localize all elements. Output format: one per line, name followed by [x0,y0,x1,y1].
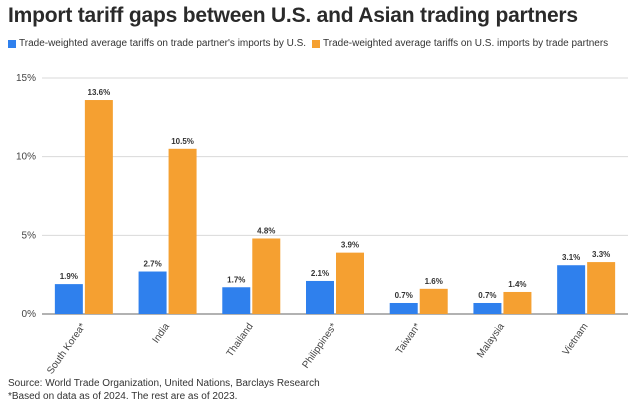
bar-partner-tariff [252,238,281,314]
data-label: 1.6% [425,277,443,286]
data-label: 2.1% [311,269,329,278]
y-tick-label: 10% [16,152,36,163]
bar-chart: 0% 5% 10% 15% 1.9% 13.6% South Korea* 2.7% 10.5%… [16,73,628,375]
legend-label-us-tariffs: Trade-weighted average tariffs on trade … [19,38,307,49]
x-tick-label: Thailand [225,321,256,359]
bar-us-tariff [389,302,418,314]
bar-partner-tariff [587,262,616,314]
bar-us-tariff [54,284,83,314]
x-tick-label: South Korea* [45,321,88,375]
bar-us-tariff [473,302,502,314]
bar-partner-tariff [336,252,364,314]
bar-us-tariff [306,280,334,314]
y-tick-label: 15% [16,73,36,84]
y-tick-label: 5% [22,230,37,241]
x-tick-label: Taiwan* [394,321,423,356]
bar-partner-tariff [84,100,113,314]
data-label: 0.7% [478,291,496,300]
data-label: 3.1% [562,253,580,262]
legend-label-partner-tariffs: Trade-weighted average tariffs on U.S. i… [323,38,609,49]
data-label: 1.7% [227,275,245,284]
chart-title: Import tariff gaps between U.S. and Asia… [8,4,578,27]
bar-us-tariff [557,265,586,314]
data-label: 1.4% [508,280,526,289]
data-footnote: *Based on data as of 2024. The rest are … [8,391,238,402]
data-label: 1.9% [60,272,78,281]
legend-item-partner-tariffs: Trade-weighted average tariffs on U.S. i… [312,38,608,49]
bar-partner-tariff [503,291,532,314]
data-label: 0.7% [395,291,413,300]
data-label: 3.9% [341,241,359,250]
data-label: 3.3% [592,250,610,259]
x-tick-label: Vietnam [561,321,591,357]
data-label: 10.5% [171,137,194,146]
legend-swatch-blue [8,39,16,48]
data-label: 4.8% [257,226,275,235]
x-tick-label: Philippines* [300,321,339,370]
x-tick-label: Malaysia [475,321,507,360]
bar-partner-tariff [419,288,448,314]
legend-item-us-tariffs: Trade-weighted average tariffs on trade … [8,38,306,49]
x-tick-label: India [151,321,173,345]
source-note: Source: World Trade Organization, United… [8,378,320,389]
bar-partner-tariff [168,148,197,314]
data-label: 2.7% [143,260,161,269]
bar-us-tariff [222,287,251,314]
data-label: 13.6% [88,88,111,97]
bar-us-tariff [138,271,167,314]
legend: Trade-weighted average tariffs on trade … [8,38,614,49]
legend-swatch-orange [312,39,321,48]
y-tick-label: 0% [22,309,37,320]
